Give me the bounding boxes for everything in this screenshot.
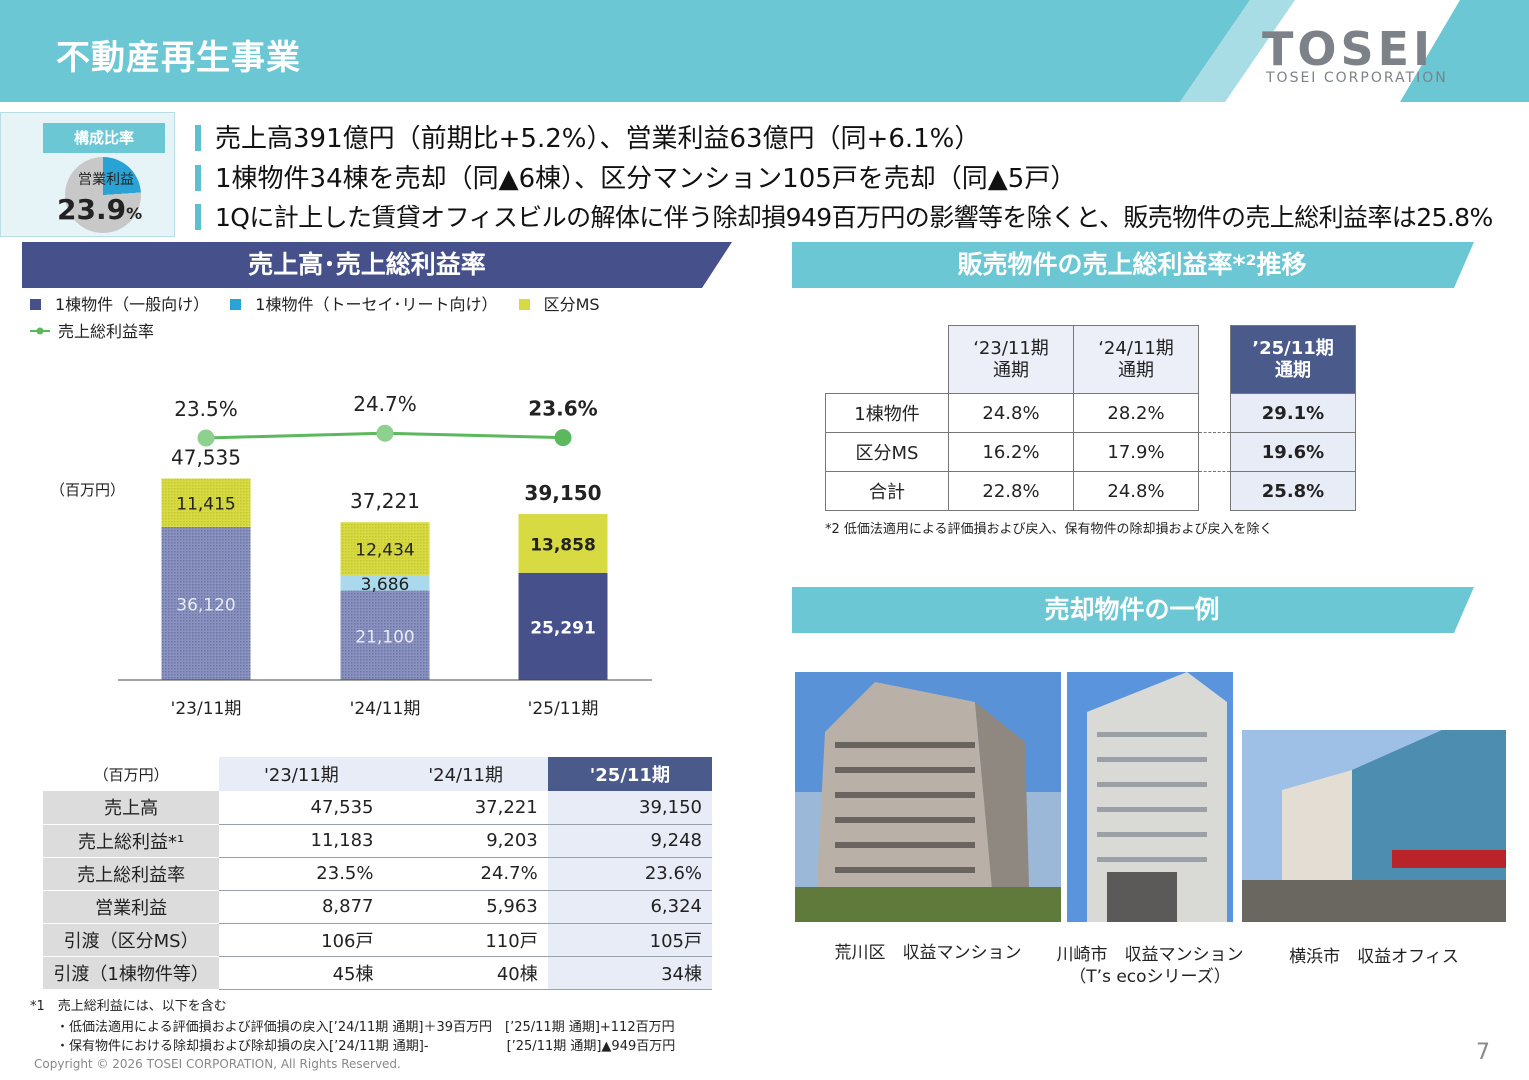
table-row: 引渡（1棟物件等） 45棟 40棟 34棟	[43, 956, 712, 990]
legend-reit: 1棟物件（トーセイ･リート向け）	[255, 295, 498, 314]
tosei-logo: TOSEI TOSEI CORPORATION	[1262, 22, 1462, 92]
caption-arakawa: 荒川区 収益マンション	[834, 943, 1022, 963]
copyright: Copyright © 2026 TOSEI CORPORATION, All …	[34, 1057, 401, 1071]
sales-section-bg	[22, 242, 732, 288]
bar-ms-label: 12,434	[355, 541, 414, 561]
ratio-sub-label: 営業利益	[78, 172, 134, 188]
bullet-marker-icon	[195, 204, 201, 230]
table-header-cell: ‘24/11期 通期	[1073, 325, 1199, 394]
performance-table: （百万円） '23/11期 '24/11期 '25/11期 売上高 47,535 3…	[43, 757, 712, 990]
footnote-2: *2 低価法適用による評価損および戻入、保有物件の除却損および戻入を除く	[825, 522, 1273, 537]
bar-general-label: 25,291	[530, 618, 596, 638]
footnote-1-line1: ・低価法適用による評価損および評価損の戻入[’24/11期 通期]＋39百万円 …	[56, 1020, 675, 1035]
bullet-marker-icon	[195, 125, 201, 151]
bar-ms-label: 13,858	[530, 535, 596, 555]
summary-bullet: 1棟物件34棟を売却（同▲6棟）、区分マンション105戸を売却（同▲5戸）	[195, 158, 1076, 194]
chart-legend: 1棟物件（一般向け） 1棟物件（トーセイ･リート向け） 区分MS	[30, 291, 600, 315]
chart-legend-line: 売上総利益率	[30, 318, 154, 342]
table-row: 売上総利益率 23.5% 24.7% 23.6%	[43, 857, 712, 891]
legend-margin: 売上総利益率	[58, 322, 155, 341]
bar-ms-label: 11,415	[176, 495, 235, 515]
summary-bullet: 売上高391億円（前期比+5.2%）、営業利益63億円（同+6.1%）	[195, 118, 980, 154]
margin-section-title: 販売物件の売上総利益率*²推移	[957, 250, 1307, 279]
x-tick-label: '24/11期	[350, 699, 421, 719]
table-header-cell: ’25/11期 通期	[1230, 325, 1356, 394]
bar-general	[518, 572, 608, 680]
summary-bullet: 1Qに計上した賃貸オフィスビルの解体に伴う除却損949百万円の影響等を除くと、販…	[195, 198, 1493, 232]
photo-kawasaki-mansion	[1067, 672, 1233, 922]
table-header-row: ‘23/11期 通期 ‘24/11期 通期 ’25/11期 通期	[825, 325, 1356, 394]
margin-point	[554, 429, 572, 447]
margin-section-bg	[792, 242, 1474, 288]
table-row: 引渡（区分MS） 106戸 110戸 105戸	[43, 923, 712, 957]
caption-kawasaki-series: （T’s ecoシリーズ）	[1069, 967, 1231, 987]
margin-label: 23.5%	[174, 397, 238, 421]
bullet-marker-icon	[195, 165, 201, 191]
margin-trend-table: ‘23/11期 通期 ‘24/11期 通期 ’25/11期 通期 1棟物件 24.8% 2…	[825, 325, 1356, 511]
legend-reit-swatch	[230, 299, 242, 310]
ratio-value: 23.9%	[57, 193, 143, 226]
bar-total-label: 37,221	[350, 489, 420, 513]
x-tick-label: '23/11期	[171, 699, 242, 719]
examples-section-bg	[792, 587, 1474, 633]
photo-arakawa-mansion	[795, 672, 1061, 922]
sales-section-title: 売上高･売上総利益率	[248, 250, 486, 279]
bar-total-label: 47,535	[171, 446, 241, 470]
bar-reit	[340, 574, 430, 591]
bar-general	[161, 526, 251, 680]
footnote-1-line2: ・保有物件における除却損および除却損の戻入[’24/11期 通期]- [’25/…	[56, 1039, 676, 1054]
bar-ms	[340, 522, 430, 575]
margin-point	[197, 429, 215, 447]
table-header-cell: '25/11期	[547, 757, 712, 791]
legend-general-swatch	[30, 299, 41, 310]
ratio-pie-icon	[65, 157, 141, 233]
table-row: 売上高 47,535 37,221 39,150	[43, 791, 712, 825]
bar-general	[340, 590, 430, 680]
photo-yokohama-office	[1242, 730, 1506, 922]
header-bar	[0, 0, 1529, 102]
margin-label: 23.6%	[528, 397, 597, 421]
logo-wordmark: TOSEI	[1262, 22, 1435, 76]
sales-bar-chart: 36,120 11,415 47,535 '23/11期 21,100 3,686 12,4…	[118, 392, 652, 719]
legend-ms: 区分MS	[543, 295, 600, 314]
bar-ms	[161, 478, 251, 527]
footnote-1-title: *1 売上総利益には、以下を含む	[30, 999, 227, 1014]
table-unit-cell: （百万円）	[43, 757, 220, 791]
caption-yokohama: 横浜市 収益オフィス	[1289, 947, 1459, 967]
ratio-label: 構成比率	[43, 123, 165, 153]
table-row: 合計 22.8% 24.8% 25.8%	[825, 471, 1356, 511]
logo-subtitle: TOSEI CORPORATION	[1266, 70, 1448, 86]
bar-general-label: 21,100	[355, 627, 414, 647]
legend-general: 1棟物件（一般向け）	[55, 295, 210, 314]
table-row: 営業利益 8,877 5,963 6,324	[43, 890, 712, 924]
bar-ms	[518, 514, 608, 573]
page-title: 不動産再生事業	[56, 38, 301, 78]
table-row: 1棟物件 24.8% 28.2% 29.1%	[825, 393, 1356, 433]
table-header-cell: ‘23/11期 通期	[948, 325, 1074, 394]
table-row: 売上総利益*¹ 11,183 9,203 9,248	[43, 824, 712, 858]
table-header-cell: '24/11期	[383, 757, 548, 791]
page-number: 7	[1476, 1040, 1490, 1065]
examples-section-title: 売却物件の一例	[1044, 595, 1220, 624]
table-header-row: （百万円） '23/11期 '24/11期 '25/11期	[43, 757, 712, 791]
legend-ms-swatch	[518, 299, 530, 310]
bar-reit-label: 3,686	[361, 575, 410, 595]
margin-point	[376, 424, 394, 442]
bar-general-label: 36,120	[176, 595, 235, 615]
table-row: 区分MS 16.2% 17.9% 19.6%	[825, 432, 1356, 472]
x-tick-label: '25/11期	[528, 699, 599, 719]
composition-ratio-box: 構成比率 営業利益 23.9%	[0, 112, 175, 237]
table-header-cell: '23/11期	[219, 757, 384, 791]
margin-label: 24.7%	[353, 392, 417, 416]
chart-unit-label: （百万円）	[50, 481, 126, 499]
caption-kawasaki: 川崎市 収益マンション	[1056, 945, 1244, 965]
bar-total-label: 39,150	[524, 481, 601, 505]
legend-line-icon	[30, 327, 50, 335]
